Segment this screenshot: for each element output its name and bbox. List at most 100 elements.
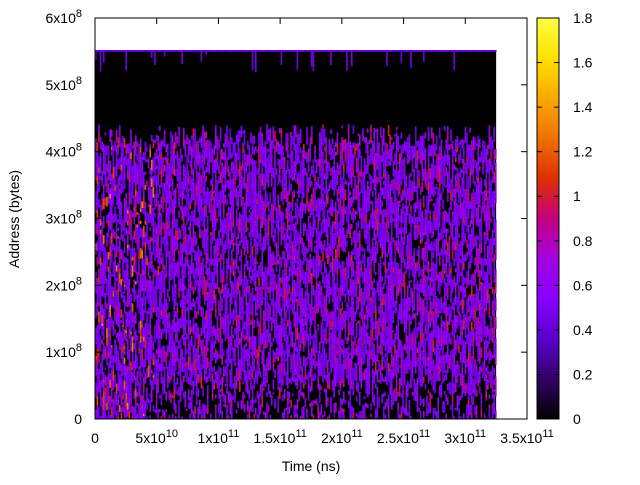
heatmap-cell	[291, 373, 294, 382]
heatmap-cell	[167, 215, 169, 222]
heatmap-cell	[351, 212, 353, 220]
heatmap-cell	[147, 284, 150, 296]
heatmap-cell	[243, 154, 246, 161]
heatmap-cell	[163, 350, 166, 358]
heatmap-cell	[210, 235, 212, 241]
heatmap-cell	[210, 183, 212, 187]
heatmap-cell	[234, 300, 236, 308]
heatmap-cell	[331, 284, 334, 297]
heatmap-cell	[311, 249, 313, 252]
heatmap-cell	[269, 358, 271, 370]
heatmap-cell	[250, 171, 252, 183]
heatmap-cell	[328, 260, 331, 268]
heatmap-cell	[175, 198, 177, 204]
heatmap-cell	[203, 299, 206, 306]
heatmap-cell	[101, 241, 103, 250]
heatmap-cell	[112, 155, 115, 167]
heatmap-cell	[226, 279, 228, 290]
heatmap-cell	[149, 377, 151, 386]
heatmap-cell	[355, 274, 358, 284]
heatmap-cell	[165, 246, 167, 251]
heatmap-cell	[139, 405, 142, 417]
heatmap-cell	[267, 213, 270, 216]
heatmap-cell	[154, 296, 156, 306]
heatmap-cell	[243, 376, 246, 382]
heatmap-cell	[168, 188, 171, 200]
heatmap-cell	[200, 154, 203, 164]
heatmap-cell	[250, 292, 252, 301]
heatmap-cell	[162, 376, 164, 386]
heatmap-cell	[218, 229, 220, 237]
heatmap-cell	[245, 342, 247, 348]
heatmap-cell	[114, 141, 116, 151]
heatmap-cell	[119, 302, 121, 305]
heatmap-cell	[210, 378, 212, 382]
heatmap-cell	[186, 192, 188, 203]
heatmap-cell	[144, 184, 147, 190]
heatmap-cell	[187, 350, 190, 357]
heatmap-cell	[189, 148, 191, 155]
heatmap-cell	[295, 319, 297, 330]
heatmap-cell	[277, 149, 279, 155]
heatmap-cell	[215, 307, 217, 316]
heatmap-cell	[213, 236, 215, 241]
heatmap-cell	[299, 208, 302, 216]
heatmap-cell	[139, 320, 142, 329]
heatmap-cell	[123, 397, 126, 408]
heatmap-cell	[184, 166, 187, 176]
heatmap-cell	[208, 50, 211, 53]
heatmap-cell	[157, 173, 159, 177]
heatmap-cell	[247, 154, 249, 167]
heatmap-cell	[109, 414, 111, 419]
heatmap-cell	[240, 273, 243, 286]
heatmap-cell	[175, 335, 177, 339]
heatmap-cell	[157, 321, 159, 330]
heatmap-cell	[123, 349, 126, 355]
heatmap-cell	[194, 352, 196, 359]
heatmap-cell	[138, 351, 140, 355]
heatmap-cell	[149, 400, 151, 412]
heatmap-cell	[237, 145, 239, 152]
heatmap-cell	[338, 340, 340, 347]
heatmap-cell	[170, 228, 172, 232]
heatmap-cell	[346, 337, 348, 342]
heatmap-cell	[213, 369, 215, 374]
heatmap-cell	[320, 404, 323, 415]
heatmap-cell	[253, 347, 255, 356]
heatmap-cell	[269, 313, 271, 322]
heatmap-cell	[208, 191, 211, 204]
heatmap-cell	[338, 346, 340, 351]
heatmap-cell	[98, 311, 100, 315]
heatmap-cell	[304, 50, 307, 53]
heatmap-cell	[271, 395, 273, 399]
heatmap-cell	[104, 174, 107, 183]
heatmap-cell	[103, 259, 105, 267]
heatmap-cell	[125, 400, 127, 407]
heatmap-cell	[175, 241, 177, 252]
heatmap-cell	[280, 191, 283, 202]
heatmap-cell	[291, 280, 294, 287]
heatmap-cell	[272, 204, 275, 217]
heatmap-cell	[306, 50, 308, 53]
heatmap-cell	[256, 286, 259, 298]
heatmap-cell	[344, 138, 347, 146]
heatmap-cell	[247, 183, 249, 187]
heatmap-cell	[250, 256, 252, 266]
heatmap-cell	[211, 326, 214, 335]
heatmap-cell	[338, 332, 340, 341]
heatmap-cell	[109, 338, 111, 349]
heatmap-cell	[320, 267, 323, 275]
heatmap-cell	[298, 266, 300, 278]
heatmap-cell	[256, 360, 259, 365]
heatmap-cell	[197, 245, 199, 256]
heatmap-cell	[119, 175, 121, 183]
heatmap-cell	[159, 271, 161, 280]
heatmap-cell	[128, 203, 131, 212]
heatmap-cell	[170, 353, 172, 364]
heatmap-cell	[114, 191, 116, 197]
heatmap-cell	[155, 359, 158, 370]
heatmap-cell	[143, 286, 145, 299]
heatmap-cell	[237, 233, 239, 240]
heatmap-cell	[160, 196, 163, 209]
heatmap-cell	[109, 246, 111, 257]
